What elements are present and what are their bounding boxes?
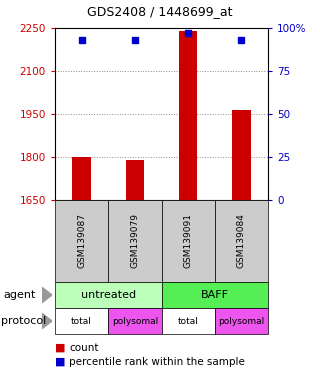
Text: GSM139087: GSM139087 xyxy=(77,214,86,268)
Text: polysomal: polysomal xyxy=(112,316,158,326)
Text: GSM139079: GSM139079 xyxy=(130,214,140,268)
Text: GSM139084: GSM139084 xyxy=(237,214,246,268)
Text: polysomal: polysomal xyxy=(218,316,265,326)
Text: percentile rank within the sample: percentile rank within the sample xyxy=(69,357,245,367)
Bar xyxy=(179,31,197,200)
Text: protocol: protocol xyxy=(1,316,46,326)
Bar xyxy=(232,110,251,200)
Polygon shape xyxy=(42,287,52,303)
Text: untreated: untreated xyxy=(81,290,136,300)
Text: agent: agent xyxy=(3,290,36,300)
Text: total: total xyxy=(71,316,92,326)
Bar xyxy=(72,157,91,200)
Text: ■: ■ xyxy=(55,357,66,367)
Bar xyxy=(125,160,144,200)
Text: GSM139091: GSM139091 xyxy=(184,214,193,268)
Text: ■: ■ xyxy=(55,343,66,353)
Text: GDS2408 / 1448699_at: GDS2408 / 1448699_at xyxy=(87,5,233,18)
Text: count: count xyxy=(69,343,99,353)
Text: total: total xyxy=(178,316,199,326)
Polygon shape xyxy=(42,313,52,329)
Text: BAFF: BAFF xyxy=(201,290,229,300)
